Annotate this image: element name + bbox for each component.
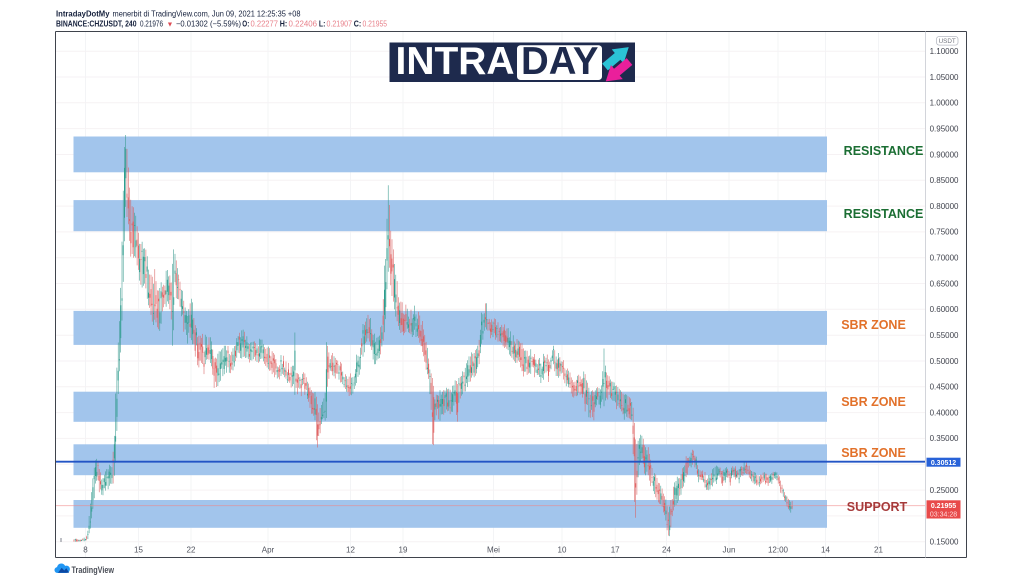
svg-text:menerbit di TradingView.com, J: menerbit di TradingView.com, Jun 09, 202… bbox=[113, 10, 302, 19]
svg-text:0.40000: 0.40000 bbox=[930, 408, 959, 417]
svg-text:0.21955: 0.21955 bbox=[363, 20, 388, 29]
svg-text:DAY: DAY bbox=[521, 40, 599, 83]
svg-text:0.35000: 0.35000 bbox=[930, 434, 959, 443]
svg-text:22: 22 bbox=[187, 546, 196, 555]
svg-text:Mei: Mei bbox=[487, 546, 500, 555]
svg-text:0.30512: 0.30512 bbox=[931, 460, 956, 467]
svg-text:0.22277: 0.22277 bbox=[251, 20, 279, 29]
svg-text:O:: O: bbox=[242, 20, 249, 29]
svg-text:0.60000: 0.60000 bbox=[930, 305, 959, 314]
svg-text:21: 21 bbox=[874, 546, 883, 555]
svg-text:0.45000: 0.45000 bbox=[930, 383, 959, 392]
svg-text:SBR ZONE: SBR ZONE bbox=[841, 395, 906, 409]
svg-text:0.15000: 0.15000 bbox=[930, 538, 959, 547]
svg-text:RESISTANCE: RESISTANCE bbox=[844, 207, 924, 221]
svg-text:0.55000: 0.55000 bbox=[930, 331, 959, 340]
svg-text:0.65000: 0.65000 bbox=[930, 279, 959, 288]
svg-text:0.75000: 0.75000 bbox=[930, 228, 959, 237]
svg-text:−0.01302 (−5.59%): −0.01302 (−5.59%) bbox=[176, 20, 241, 29]
svg-text:0.85000: 0.85000 bbox=[930, 176, 959, 185]
svg-text:0.50000: 0.50000 bbox=[930, 357, 959, 366]
svg-text:0.21955: 0.21955 bbox=[931, 503, 956, 510]
svg-text:BINANCE:CHZUSDT, 240: BINANCE:CHZUSDT, 240 bbox=[56, 20, 137, 29]
svg-text:▼: ▼ bbox=[167, 21, 174, 28]
svg-text:1.10000: 1.10000 bbox=[930, 47, 959, 56]
svg-text:Apr: Apr bbox=[262, 546, 275, 555]
svg-text:0.90000: 0.90000 bbox=[930, 150, 959, 159]
svg-text:0.21907: 0.21907 bbox=[327, 20, 353, 29]
svg-text:0.22406: 0.22406 bbox=[289, 20, 318, 29]
svg-text:03:34:28: 03:34:28 bbox=[930, 511, 957, 518]
svg-text:0.80000: 0.80000 bbox=[930, 202, 959, 211]
svg-text:15: 15 bbox=[134, 546, 143, 555]
svg-text:17: 17 bbox=[611, 546, 620, 555]
svg-text:H:: H: bbox=[280, 20, 288, 29]
svg-text:IntradayDotMy: IntradayDotMy bbox=[56, 10, 110, 19]
svg-text:0.25000: 0.25000 bbox=[930, 486, 959, 495]
svg-text:0.70000: 0.70000 bbox=[930, 254, 959, 263]
svg-text:INTRA: INTRA bbox=[396, 40, 515, 83]
svg-text:12: 12 bbox=[346, 546, 355, 555]
svg-text:0.21976: 0.21976 bbox=[140, 20, 163, 29]
svg-text:14: 14 bbox=[821, 546, 830, 555]
svg-text:0.95000: 0.95000 bbox=[930, 124, 959, 133]
svg-text:8: 8 bbox=[83, 546, 88, 555]
svg-text:Jun: Jun bbox=[723, 546, 736, 555]
svg-text:SBR ZONE: SBR ZONE bbox=[841, 446, 906, 460]
svg-text:RESISTANCE: RESISTANCE bbox=[844, 144, 924, 158]
svg-text:USDT: USDT bbox=[939, 38, 956, 45]
svg-text:C:: C: bbox=[354, 20, 362, 29]
svg-text:TradingView: TradingView bbox=[72, 565, 115, 575]
svg-text:1.00000: 1.00000 bbox=[930, 99, 959, 108]
svg-text:SUPPORT: SUPPORT bbox=[847, 500, 908, 514]
svg-text:L:: L: bbox=[319, 20, 326, 29]
svg-text:1.05000: 1.05000 bbox=[930, 73, 959, 82]
svg-text:10: 10 bbox=[558, 546, 567, 555]
svg-text:SBR ZONE: SBR ZONE bbox=[841, 318, 906, 332]
svg-text:24: 24 bbox=[662, 546, 671, 555]
svg-text:12:00: 12:00 bbox=[768, 546, 789, 555]
svg-text:19: 19 bbox=[399, 546, 408, 555]
